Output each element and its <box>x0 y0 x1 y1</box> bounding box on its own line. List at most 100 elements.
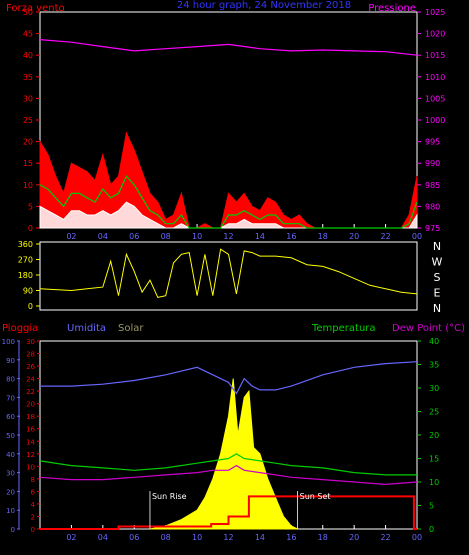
wind-x-tick-label: 14 <box>255 232 265 241</box>
wind-x-tick-label: 16 <box>286 232 296 241</box>
pressure-y-tick-label: 1015 <box>425 51 445 60</box>
solar-series <box>149 378 298 530</box>
rain-y-tick-label: 8 <box>31 476 35 484</box>
sun-annotation-label: Sun Rise <box>152 492 187 501</box>
direction-y-ticks: 0 90 180 270 360 <box>18 240 40 311</box>
climate-series <box>39 361 418 530</box>
climate-x-tick-label: 12 <box>223 533 233 542</box>
rain-y-tick-label: 16 <box>26 426 35 434</box>
rain-y-tick-label: 20 <box>26 401 35 409</box>
compass-label: N <box>433 302 441 315</box>
legend-solar: Solar <box>118 323 144 334</box>
climate-x-tick-label: 00 <box>412 533 422 542</box>
legend-temperature: Temperatura <box>311 323 376 334</box>
legend-rain: Pioggia <box>2 323 38 334</box>
climate-x-tick-label: 10 <box>192 533 202 542</box>
humidity-y-tick-label: 100 <box>2 338 15 346</box>
pressure-y-tick-label: 980 <box>425 202 440 211</box>
wind-x-tick-label: 04 <box>98 232 108 241</box>
wind-axis-label: Forza vento <box>6 3 65 14</box>
direction-y-tick-label: 0 <box>28 302 33 311</box>
legend-dewpoint: Dew Point (°C) <box>392 323 465 334</box>
climate-x-tick-label: 14 <box>255 533 265 542</box>
compass-label: E <box>434 287 441 300</box>
wind-y-tick-label: 15 <box>23 159 33 168</box>
climate-x-tick-label: 08 <box>161 533 171 542</box>
rain-y-tick-label: 22 <box>26 388 35 396</box>
pressure-y-tick-label: 985 <box>425 181 440 190</box>
climate-x-tick-label: 22 <box>380 533 390 542</box>
rain-y-tick-label: 24 <box>26 376 35 384</box>
humidity-y-tick-label: 40 <box>6 451 15 459</box>
humidity-y-tick-label: 10 <box>6 507 15 515</box>
climate-x-tick-label: 04 <box>98 533 108 542</box>
climate-x-tick-label: 20 <box>349 533 359 542</box>
wind-x-tick-label: 18 <box>318 232 328 241</box>
pressure-y-tick-label: 1005 <box>425 94 445 103</box>
direction-series-line <box>39 248 418 298</box>
direction-y-tick-label: 270 <box>18 256 33 265</box>
rain-y-tick-label: 14 <box>26 438 35 446</box>
wind-y-tick-label: 0 <box>28 224 33 233</box>
rain-y-tick-label: 4 <box>31 501 36 509</box>
wind-pressure-panel: Forza vento 24 hour graph, 24 November 2… <box>6 0 445 241</box>
wind-x-tick-label: 22 <box>380 232 390 241</box>
temperature-y-tick-label: 25 <box>429 408 439 417</box>
humidity-y-tick-label: 80 <box>6 376 15 384</box>
wind-chart-title: 24 hour graph, 24 November 2018 <box>177 0 351 11</box>
direction-y-tick-label: 360 <box>18 240 33 249</box>
temperature-y-tick-label: 40 <box>429 337 439 346</box>
pressure-y-tick-label: 1025 <box>425 8 445 17</box>
rain-y-tick-label: 10 <box>26 463 35 471</box>
rain-y-tick-label: 30 <box>26 338 35 346</box>
temperature-y-tick-label: 35 <box>429 361 439 370</box>
temperature-y-tick-label: 30 <box>429 384 439 393</box>
direction-frame <box>39 241 418 311</box>
direction-y-tick-label: 90 <box>23 287 33 296</box>
wind-y-tick-label: 25 <box>23 116 33 125</box>
sun-annotation-label: Sun Set <box>300 492 331 501</box>
temperature-y-tick-label: 0 <box>429 525 434 534</box>
humidity-y-tick-label: 50 <box>6 432 15 440</box>
humidity-y-tick-label: 30 <box>6 470 15 478</box>
direction-series <box>39 248 418 298</box>
pressure-series <box>39 39 418 56</box>
rain-y-tick-label: 12 <box>26 451 35 459</box>
rain-y-tick-label: 0 <box>31 526 35 534</box>
wind-y-tick-label: 5 <box>28 202 33 211</box>
avg-wind-series <box>39 175 418 229</box>
wind-y-tick-label: 30 <box>23 94 33 103</box>
temperature-series <box>39 453 417 476</box>
humidity-y-tick-label: 20 <box>6 488 15 496</box>
humidity-y-tick-label: 0 <box>11 526 15 534</box>
wind-x-tick-label: 08 <box>161 232 171 241</box>
pressure-y-tick-label: 1000 <box>425 116 445 125</box>
temperature-y-tick-label: 5 <box>429 502 434 511</box>
climate-x-tick-label: 16 <box>286 533 296 542</box>
wind-x-tick-label: 10 <box>192 232 202 241</box>
temperature-y-tick-label: 10 <box>429 478 439 487</box>
humidity-y-tick-label: 60 <box>6 413 15 421</box>
pressure-y-tick-label: 995 <box>425 138 440 147</box>
wind-y-ticks: 0 5 10 15 20 25 30 35 40 45 50 <box>23 8 40 233</box>
wind-y-tick-label: 50 <box>23 8 33 17</box>
sun-annotations: Sun Rise Sun Set <box>149 491 331 529</box>
rain-y-tick-label: 2 <box>31 513 35 521</box>
climate-x-tick-label: 06 <box>129 533 139 542</box>
humidity-y-ticks: 0 10 20 30 40 50 60 70 80 90 100 <box>2 338 20 534</box>
dewpoint-series <box>39 464 418 486</box>
wind-x-tick-label: 06 <box>129 232 139 241</box>
pressure-y-tick-label: 975 <box>425 224 440 233</box>
temperature-y-tick-label: 15 <box>429 455 439 464</box>
rain-y-tick-label: 6 <box>31 488 36 496</box>
pressure-axis-label: Pressione <box>368 3 416 14</box>
humidity-y-tick-label: 90 <box>6 357 15 365</box>
compass-label: S <box>434 271 441 284</box>
wind-y-tick-label: 35 <box>23 73 33 82</box>
wind-y-tick-label: 20 <box>23 138 33 147</box>
climate-x-tick-label: 18 <box>318 533 328 542</box>
temperature-y-tick-label: 20 <box>429 431 439 440</box>
